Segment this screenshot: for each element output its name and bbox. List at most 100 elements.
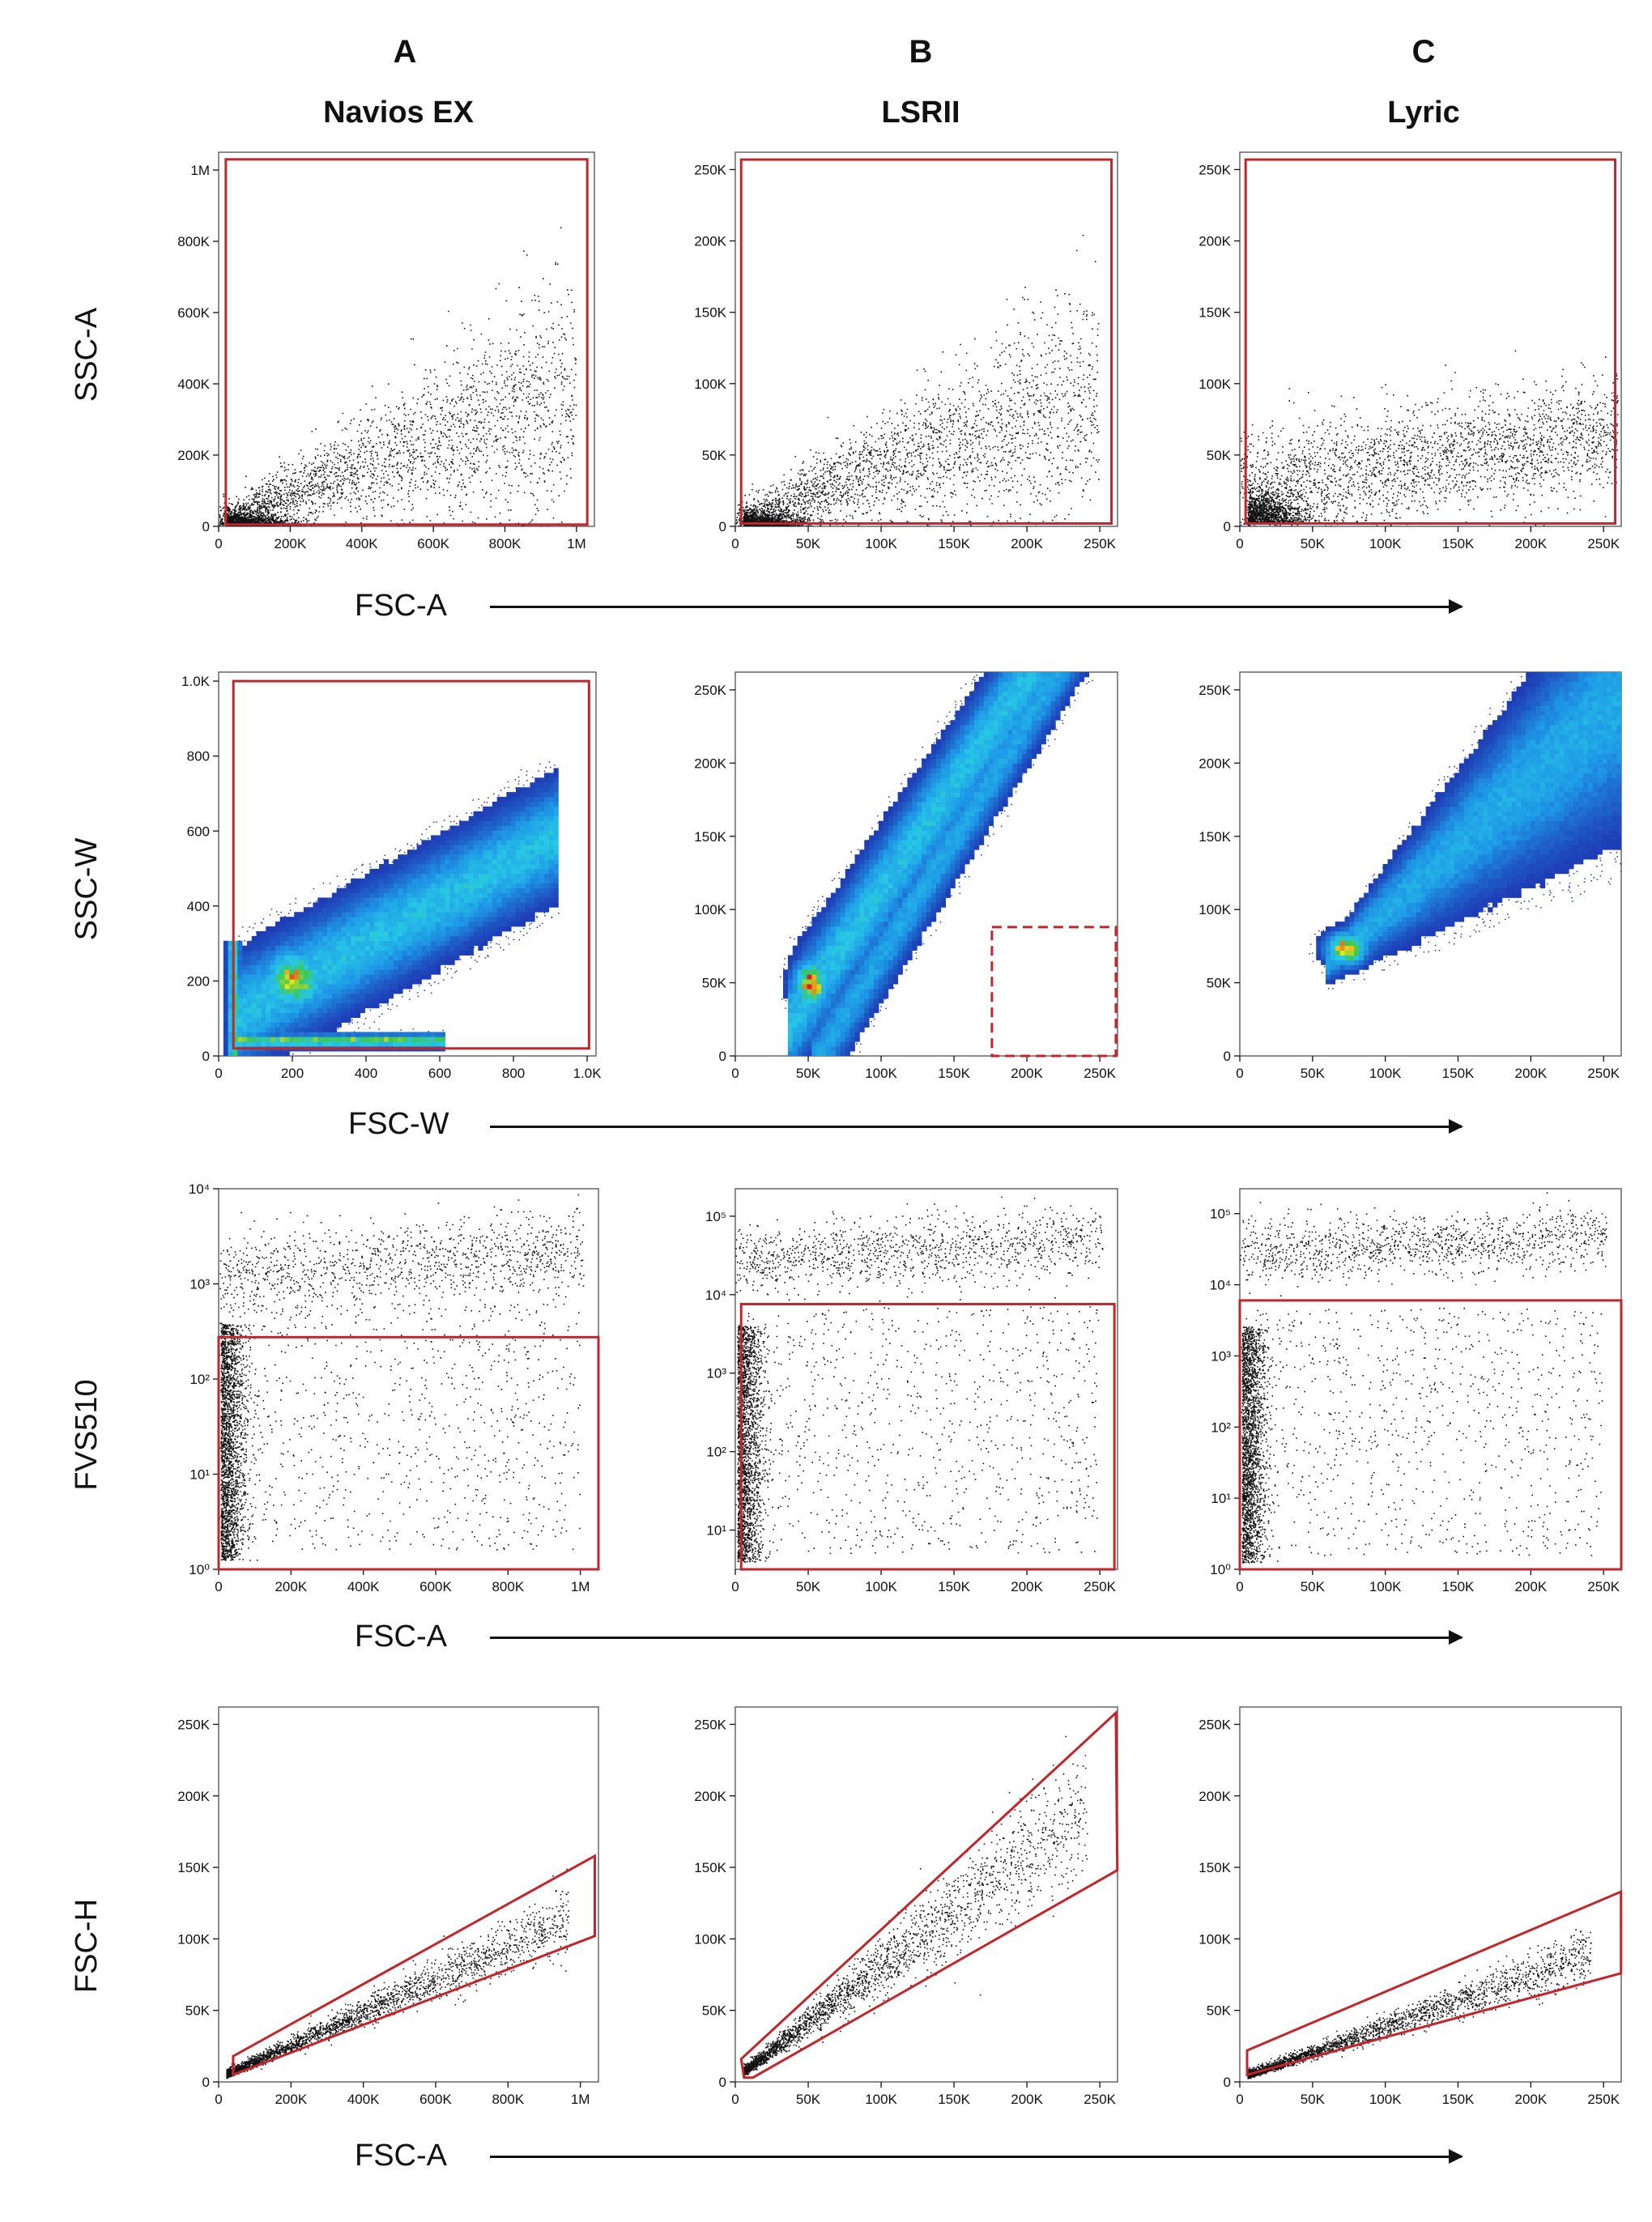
density-cell xyxy=(811,955,817,960)
density-cell xyxy=(364,998,370,1004)
density-cell xyxy=(374,1041,380,1047)
density-cell xyxy=(454,922,460,927)
density-cell xyxy=(374,873,380,879)
density-cell xyxy=(360,993,365,999)
density-cell xyxy=(351,993,356,999)
gate xyxy=(739,158,1113,525)
density-cell xyxy=(374,888,380,893)
density-cell xyxy=(313,955,318,960)
density-cell xyxy=(1488,763,1493,768)
density-cell xyxy=(520,825,526,831)
density-cell xyxy=(326,1002,333,1009)
density-cell xyxy=(840,935,846,942)
density-cell xyxy=(1017,743,1023,750)
density-cell xyxy=(1055,700,1061,706)
density-cell xyxy=(525,892,530,898)
density-cell xyxy=(256,998,262,1004)
density-cell xyxy=(988,710,994,716)
density-cell xyxy=(1488,892,1493,898)
density-cell xyxy=(1036,725,1041,730)
density-cell xyxy=(1070,681,1075,687)
density-cell xyxy=(1458,902,1465,908)
density-cell xyxy=(355,907,361,913)
density-cell xyxy=(431,864,436,870)
density-cell xyxy=(902,892,908,898)
density-cell xyxy=(1473,873,1479,879)
density-cell xyxy=(955,773,960,778)
density-cell xyxy=(525,917,530,922)
density-cell xyxy=(1458,811,1465,817)
density-cell xyxy=(879,969,884,975)
density-cell xyxy=(506,917,512,922)
density-cell xyxy=(463,912,470,917)
density-cell xyxy=(1473,753,1479,760)
density-cell xyxy=(331,926,338,932)
density-cell xyxy=(969,830,975,836)
density-cell xyxy=(275,1037,281,1042)
density-cell xyxy=(407,902,413,908)
density-cell xyxy=(907,792,913,798)
density-cell xyxy=(840,1007,846,1014)
density-cell xyxy=(950,868,956,875)
density-cell xyxy=(1382,873,1388,879)
density-cell xyxy=(935,883,942,889)
density-cell xyxy=(228,989,233,994)
density-cell xyxy=(974,801,980,807)
density-cell xyxy=(331,945,338,951)
density-cell xyxy=(1387,883,1393,889)
density-cell xyxy=(912,864,918,870)
density-cell xyxy=(543,888,550,893)
density-cell xyxy=(807,945,812,951)
density-cell xyxy=(888,902,894,908)
x-tick-label: 200K xyxy=(275,536,307,551)
density-cell xyxy=(483,888,488,893)
density-cell xyxy=(1330,930,1336,937)
density-cell xyxy=(407,912,413,917)
density-cell xyxy=(988,681,994,687)
density-cell xyxy=(488,912,493,917)
density-cell xyxy=(1330,979,1336,985)
density-cell xyxy=(496,854,502,860)
density-cell xyxy=(888,806,894,812)
density-cell xyxy=(299,960,304,965)
density-cell xyxy=(1070,676,1075,683)
density-cell xyxy=(787,974,794,980)
density-cell xyxy=(930,743,937,750)
density-cell xyxy=(879,845,884,850)
density-cell xyxy=(483,940,488,947)
density-cell xyxy=(935,797,942,802)
density-cell xyxy=(232,998,238,1004)
density-cell xyxy=(299,1027,304,1032)
density-cell xyxy=(1368,917,1374,922)
density-cell xyxy=(969,720,975,726)
density-cell xyxy=(787,1017,794,1023)
density-cell xyxy=(955,820,960,826)
density-cell xyxy=(289,1037,295,1042)
density-cell xyxy=(816,989,822,994)
density-cell xyxy=(993,777,998,783)
density-cell xyxy=(275,964,281,970)
density-cell xyxy=(1003,705,1008,711)
density-cell xyxy=(1407,912,1412,917)
density-cell xyxy=(978,676,985,683)
density-cell xyxy=(515,835,522,841)
density-cell xyxy=(892,935,898,942)
density-cell xyxy=(940,825,946,831)
density-cell xyxy=(459,907,465,913)
density-cell xyxy=(787,1022,794,1028)
density-cell xyxy=(431,868,436,875)
events-layer xyxy=(735,234,1100,526)
density-cell xyxy=(525,873,530,879)
density-cell xyxy=(1450,787,1455,793)
density-cell xyxy=(1045,681,1051,687)
density-cell xyxy=(912,926,918,932)
density-cell xyxy=(369,930,375,937)
density-cell xyxy=(969,758,975,764)
density-cell xyxy=(435,907,441,913)
density-cell xyxy=(897,878,903,884)
density-cell xyxy=(859,907,865,913)
y-tick-label: 200K xyxy=(177,448,210,463)
density-cell xyxy=(548,835,554,841)
density-cell xyxy=(869,940,875,947)
row-xlabel-3: FSC-A xyxy=(355,1620,447,1654)
